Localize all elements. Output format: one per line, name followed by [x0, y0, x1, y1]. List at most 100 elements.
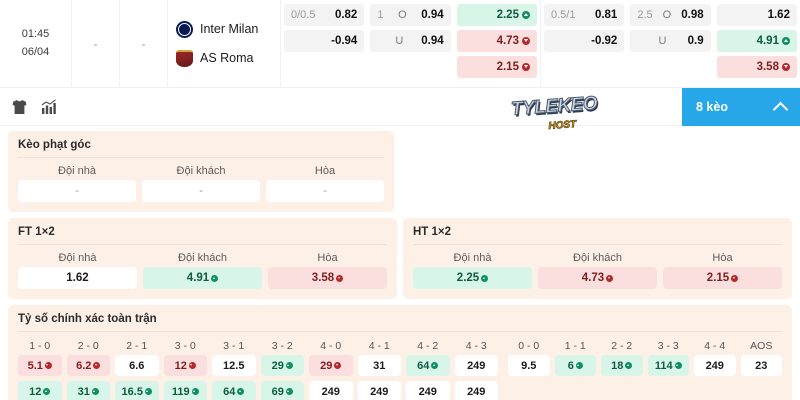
corner-panel-headers: Đội nhà Đội khách Hòa	[18, 160, 384, 180]
total-line-1: 1	[377, 9, 384, 21]
total-over-cell-1[interactable]: 1 O 0.94	[370, 4, 451, 26]
score-cell[interactable]: 18	[601, 355, 643, 376]
jersey-icon[interactable]	[12, 99, 27, 115]
handicap-line-2: 0.5/1	[551, 9, 576, 21]
arrow-down-icon	[336, 274, 344, 282]
score-col-header: 4 - 0	[320, 340, 342, 352]
onextwo-value-1-3: 2.15	[496, 61, 519, 73]
bar-chart-icon[interactable]	[41, 98, 57, 115]
onextwo-cell-2-2[interactable]: 4.91	[716, 30, 797, 52]
total-under-cell-1[interactable]: U 0.94	[370, 30, 451, 52]
ht-value-away[interactable]: 4.73	[538, 267, 657, 289]
arrow-down-icon	[521, 37, 530, 45]
ft-panel-title: FT 1×2	[18, 226, 387, 245]
score-cell[interactable]: 64	[406, 355, 450, 376]
onextwo-value-2-3: 3.58	[756, 61, 779, 73]
ft-value-draw[interactable]: 3.58	[268, 267, 387, 289]
over-value-2: 0.98	[681, 9, 704, 21]
total-under-cell-2[interactable]: U 0.9	[630, 30, 711, 52]
score-left-headers: 1 - 0 2 - 0 2 - 1 3 - 0 3 - 1 3 - 2 4 - …	[18, 334, 498, 355]
score-cell[interactable]: 16.5	[115, 381, 159, 400]
watermark-main-text: TYLEKEO	[510, 93, 598, 121]
score-cell[interactable]: 12	[18, 381, 62, 400]
total-over-cell-2[interactable]: 2.5 O 0.98	[630, 4, 711, 26]
under-value-1: 0.94	[421, 35, 444, 47]
handicap-away-value-2: -0.92	[591, 35, 618, 47]
score-cell[interactable]: 12	[163, 355, 207, 376]
score-cell[interactable]: 29	[260, 355, 304, 376]
score-cell[interactable]: 6.6	[115, 355, 159, 376]
keo-count-button[interactable]: 8 kèo	[682, 88, 800, 126]
handicap-column-1: 0/0.5 0.82 -0.94	[281, 2, 367, 87]
score-cell[interactable]: 6.2	[66, 355, 110, 376]
score-cell[interactable]: 114	[647, 355, 689, 376]
handicap-home-cell-1[interactable]: 0/0.5 0.82	[284, 4, 365, 26]
inter-milan-badge-icon	[176, 20, 193, 38]
score-home-cell: -	[72, 0, 120, 87]
score-cell[interactable]: 12.5	[212, 355, 256, 376]
handicap-line-1: 0/0.5	[291, 9, 316, 21]
onextwo-cell-2-1[interactable]: 1.62	[716, 4, 797, 26]
score-cell-empty	[555, 381, 597, 400]
teams-column: Inter Milan AS Roma	[168, 0, 281, 87]
score-cell[interactable]: 6	[554, 355, 596, 376]
ht-value-home[interactable]: 2.25	[413, 267, 532, 289]
ft-header-home: Đội nhà	[58, 252, 97, 264]
score-col-header: 0 - 0	[518, 340, 540, 352]
ht-panel-title: HT 1×2	[413, 226, 782, 245]
ft-value-home[interactable]: 1.62	[18, 267, 137, 289]
corner-header-home: Đội nhà	[58, 165, 96, 177]
arrow-down-icon	[334, 362, 342, 369]
onextwo-value-2-2: 4.91	[756, 35, 779, 47]
score-cell[interactable]: 249	[454, 381, 498, 400]
score-cell[interactable]: 69	[260, 381, 304, 400]
odds-group-1: 0/0.5 0.82 -0.94 1 O 0.94	[281, 0, 540, 87]
onextwo-cell-1-2[interactable]: 4.73	[456, 30, 537, 52]
score-col-header: 2 - 2	[611, 340, 633, 352]
home-team-row[interactable]: Inter Milan	[176, 20, 280, 38]
score-col-header: 4 - 1	[368, 340, 390, 352]
score-cell[interactable]: 64	[212, 381, 256, 400]
score-cell[interactable]: 29	[309, 355, 353, 376]
onextwo-cell-1-3[interactable]: 2.15	[456, 56, 537, 78]
score-cell-empty	[694, 381, 736, 400]
ht-value-draw[interactable]: 2.15	[663, 267, 782, 289]
score-cell[interactable]: 31	[66, 381, 110, 400]
score-cell[interactable]: 23	[740, 355, 782, 376]
corner-value-away[interactable]: -	[142, 180, 260, 202]
arrow-up-icon	[431, 362, 439, 369]
score-cell[interactable]: 249	[309, 381, 353, 400]
arrow-up-icon	[191, 388, 199, 395]
onextwo-cell-1-1[interactable]: 2.25	[456, 4, 537, 26]
total-line-2: 2.5	[637, 9, 653, 21]
handicap-away-cell-2[interactable]: -0.92	[544, 30, 625, 52]
score-cell[interactable]: 119	[163, 381, 207, 400]
corner-value-draw[interactable]: -	[266, 180, 384, 202]
arrow-up-icon	[285, 388, 293, 395]
score-col-header: 1 - 0	[29, 340, 51, 352]
away-team-row[interactable]: AS Roma	[176, 49, 280, 67]
totals-column-1: 1 O 0.94 U 0.94	[367, 2, 453, 87]
score-right-headers: 0 - 0 1 - 1 2 - 2 3 - 3 4 - 4 AOS	[508, 334, 782, 355]
corner-header-away: Đội khách	[176, 165, 226, 177]
corner-panel-values: - - -	[18, 180, 384, 202]
over-label-1: O	[398, 9, 407, 21]
markets-panels: Kèo phạt góc Đội nhà Đội khách Hòa - - -…	[0, 126, 800, 400]
ft-value-away[interactable]: 4.91	[143, 267, 262, 289]
arrow-up-icon	[781, 37, 790, 45]
match-toolbar: TYLEKEO HOST 8 kèo	[0, 88, 800, 132]
handicap-away-cell-1[interactable]: -0.94	[284, 30, 365, 52]
score-cell[interactable]: 249	[694, 355, 736, 376]
score-cell[interactable]: 9.5	[508, 355, 550, 376]
arrow-up-icon	[575, 362, 583, 369]
onextwo-cell-2-3[interactable]: 3.58	[716, 56, 797, 78]
arrow-up-icon	[91, 388, 99, 395]
score-cell[interactable]: 249	[454, 355, 498, 376]
score-cell[interactable]: 249	[357, 381, 401, 400]
corner-value-home[interactable]: -	[18, 180, 136, 202]
score-col-header: 4 - 3	[465, 340, 487, 352]
handicap-home-cell-2[interactable]: 0.5/1 0.81	[544, 4, 625, 26]
score-cell[interactable]: 249	[406, 381, 450, 400]
score-cell[interactable]: 5.1	[18, 355, 62, 376]
score-cell[interactable]: 31	[357, 355, 401, 376]
